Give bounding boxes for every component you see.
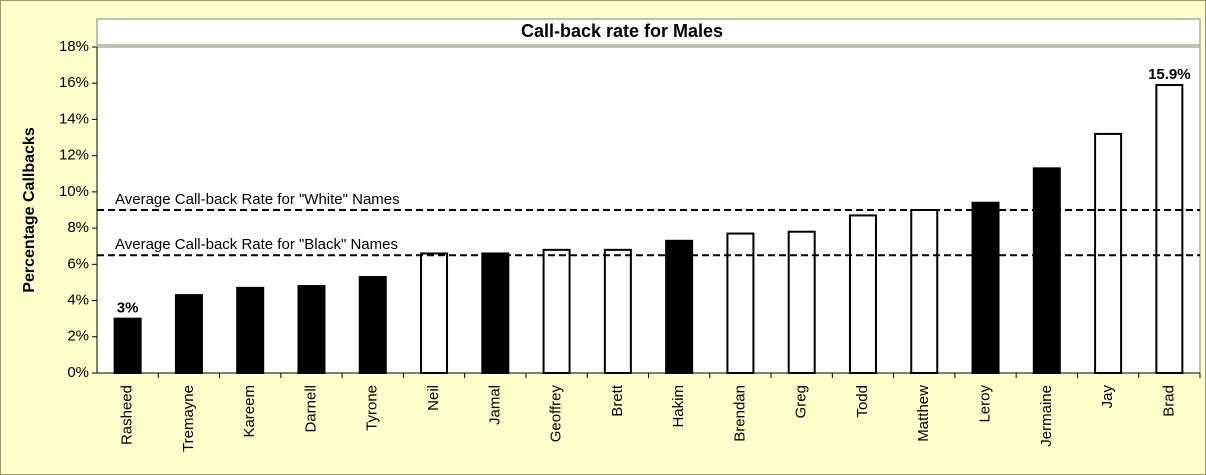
- y-tick-label: 16%: [59, 74, 89, 91]
- x-tick-label: Jamal: [486, 385, 503, 425]
- y-tick-label: 8%: [67, 219, 89, 236]
- y-tick-label: 10%: [59, 183, 89, 200]
- y-tick-label: 12%: [59, 147, 89, 164]
- y-tick-label: 14%: [59, 110, 89, 127]
- x-tick-label: Neil: [425, 385, 442, 411]
- data-label: 3%: [117, 300, 139, 317]
- bar: [297, 285, 326, 375]
- x-tick-label: Darnell: [302, 385, 319, 433]
- bar: [174, 294, 203, 374]
- y-tick-label: 18%: [59, 38, 89, 55]
- x-tick-label: Rasheed: [119, 385, 136, 445]
- bar: [113, 317, 142, 374]
- bar: [971, 201, 1000, 374]
- bar: [726, 232, 755, 374]
- data-label: 15.9%: [1148, 66, 1191, 83]
- x-tick-label: Brett: [609, 384, 626, 417]
- bar: [1094, 132, 1123, 374]
- x-tick-label: Jay: [1099, 385, 1116, 409]
- y-axis-label: Percentage Callbacks: [21, 127, 38, 293]
- y-tick-label: 6%: [67, 255, 89, 272]
- bar: [848, 214, 877, 374]
- x-tick-label: Leroy: [976, 385, 993, 423]
- x-tick-label: Brendan: [731, 385, 748, 442]
- reference-label: Average Call-back Rate for "White" Names: [115, 191, 400, 208]
- y-tick-label: 0%: [67, 364, 89, 381]
- x-tick-label: Hakim: [670, 385, 687, 428]
- bar: [420, 252, 449, 374]
- x-tick-label: Geoffrey: [548, 385, 565, 443]
- bar: [358, 276, 387, 374]
- x-tick-label: Jermaine: [1038, 385, 1055, 447]
- bar: [1032, 167, 1061, 374]
- bar: [236, 286, 265, 374]
- bar: [542, 248, 571, 375]
- x-tick-label: Greg: [793, 385, 810, 418]
- y-tick-label: 2%: [67, 328, 89, 345]
- x-tick-label: Kareem: [241, 385, 258, 438]
- x-tick-label: Tyrone: [364, 385, 381, 431]
- x-tick-label: Matthew: [915, 385, 932, 442]
- bar: [603, 248, 632, 375]
- chart-title: Call-back rate for Males: [521, 21, 723, 41]
- y-tick-label: 4%: [67, 292, 89, 309]
- bar: [481, 252, 510, 374]
- bar: [1155, 84, 1184, 375]
- bar: [665, 239, 694, 374]
- x-tick-label: Tremayne: [180, 385, 197, 452]
- bar: [910, 209, 939, 374]
- title-box: [96, 18, 1201, 46]
- x-tick-label: Brad: [1160, 385, 1177, 417]
- reference-label: Average Call-back Rate for "Black" Names: [115, 236, 398, 253]
- bar: [787, 230, 816, 374]
- x-tick-label: Todd: [854, 385, 871, 418]
